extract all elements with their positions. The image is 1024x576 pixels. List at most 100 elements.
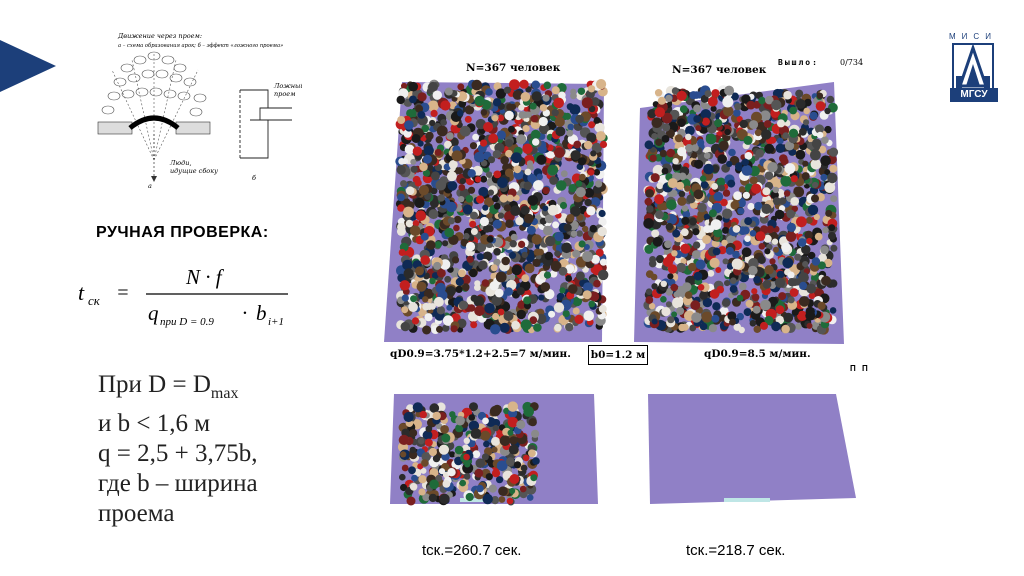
crowd-person bbox=[707, 270, 715, 277]
crowd-person bbox=[730, 200, 740, 210]
crowd-person bbox=[396, 95, 405, 105]
crowd-person bbox=[764, 171, 774, 180]
crowd-person bbox=[775, 305, 785, 315]
crowd-person bbox=[751, 288, 758, 295]
crowd-person bbox=[789, 106, 797, 115]
manual-check-heading: РУЧНАЯ ПРОВЕРКА: bbox=[96, 224, 269, 241]
crowd-person bbox=[739, 119, 748, 129]
crowd-person bbox=[661, 167, 669, 175]
crowd-person bbox=[722, 258, 729, 265]
crowd-person bbox=[530, 474, 538, 482]
right-evacuation-time: tск.=218.7 сек. bbox=[686, 542, 786, 559]
crowd-person bbox=[692, 228, 700, 236]
crowd-person bbox=[667, 178, 678, 189]
crowd-person bbox=[411, 134, 421, 143]
crowd-person bbox=[463, 473, 471, 480]
crowd-person bbox=[744, 152, 753, 160]
crowd-person bbox=[509, 240, 517, 248]
crowd-person bbox=[442, 240, 449, 247]
crowd-person bbox=[787, 296, 795, 304]
crowd-person bbox=[655, 138, 663, 146]
crowd-person bbox=[482, 251, 493, 262]
crowd-person bbox=[722, 226, 729, 234]
crowd-person bbox=[491, 115, 499, 122]
crowd-person bbox=[503, 204, 512, 212]
crowd-person bbox=[420, 255, 430, 265]
crowd-person bbox=[682, 282, 692, 292]
crowd-person bbox=[751, 293, 760, 302]
crowd-person bbox=[492, 195, 499, 203]
crowd-person bbox=[448, 101, 457, 110]
crowd-person bbox=[467, 186, 476, 194]
crowd-person bbox=[400, 180, 408, 188]
crowd-person bbox=[434, 148, 442, 156]
crowd-person bbox=[670, 189, 678, 197]
crowd-person bbox=[560, 170, 568, 178]
crowd-person bbox=[805, 306, 815, 317]
crowd-person bbox=[403, 268, 414, 279]
crowd-person bbox=[495, 88, 507, 99]
crowd-person bbox=[676, 262, 686, 273]
crowd-person bbox=[666, 148, 676, 158]
people-side-1: Люди, bbox=[169, 159, 192, 167]
crowd-person bbox=[478, 260, 488, 270]
crowd-person bbox=[551, 86, 560, 95]
crowd-person bbox=[595, 180, 603, 188]
crowd-person bbox=[727, 311, 737, 321]
crowd-person bbox=[680, 258, 687, 265]
crowd-person bbox=[749, 320, 757, 327]
crowd-person bbox=[804, 98, 812, 107]
crowd-person bbox=[512, 90, 523, 100]
crowd-person bbox=[493, 202, 501, 210]
crowd-person bbox=[729, 285, 738, 293]
crowd-person bbox=[539, 123, 550, 135]
crowd-person bbox=[736, 312, 744, 321]
crowd-person bbox=[645, 296, 654, 304]
crowd-person bbox=[599, 258, 608, 266]
crowd-person bbox=[722, 189, 731, 197]
crowd-person bbox=[508, 125, 515, 133]
crowd-person bbox=[532, 258, 541, 267]
crowd-person bbox=[459, 125, 471, 137]
formula-numerator: N · f bbox=[185, 265, 225, 289]
crowd-person bbox=[810, 149, 821, 161]
crowd-person bbox=[681, 205, 689, 212]
slide-arrow-icon[interactable] bbox=[0, 40, 56, 92]
crowd-person bbox=[476, 242, 487, 253]
crowd-person bbox=[589, 224, 598, 233]
crowd-person bbox=[720, 198, 728, 207]
crowd-person bbox=[803, 107, 810, 115]
crowd-person bbox=[531, 91, 542, 102]
crowd-person bbox=[528, 449, 536, 458]
crowd-person bbox=[652, 164, 664, 176]
crowd-person bbox=[583, 244, 590, 250]
crowd-person bbox=[422, 325, 432, 335]
crowd-person bbox=[773, 246, 779, 253]
crowd-person bbox=[771, 238, 779, 245]
formula-b-sub: i+1 bbox=[268, 316, 284, 328]
crowd-person bbox=[523, 213, 534, 224]
crowd-person bbox=[446, 201, 457, 213]
crowd-person bbox=[672, 158, 679, 165]
crowd-person bbox=[448, 234, 459, 245]
crowd-person bbox=[697, 284, 705, 291]
crowd-person bbox=[718, 184, 725, 192]
crowd-person bbox=[540, 282, 551, 292]
crowd-person bbox=[509, 474, 520, 484]
crowd-person bbox=[736, 294, 744, 302]
crowd-person bbox=[799, 281, 808, 290]
crowd-person bbox=[491, 469, 501, 478]
crowd-person bbox=[422, 302, 430, 311]
crowd-person bbox=[427, 100, 439, 112]
crowd-person bbox=[731, 258, 743, 270]
crowd-person bbox=[693, 115, 701, 123]
crowd-person bbox=[702, 297, 713, 308]
crowd-person bbox=[507, 401, 518, 412]
crowd-person bbox=[806, 322, 813, 329]
crowd-person bbox=[804, 230, 813, 240]
crowd-person bbox=[786, 209, 796, 219]
crowd-person bbox=[596, 79, 607, 90]
crowd-person bbox=[787, 278, 797, 287]
crowd-person bbox=[457, 110, 464, 117]
left-panel-title: N=367 человек bbox=[466, 62, 561, 74]
